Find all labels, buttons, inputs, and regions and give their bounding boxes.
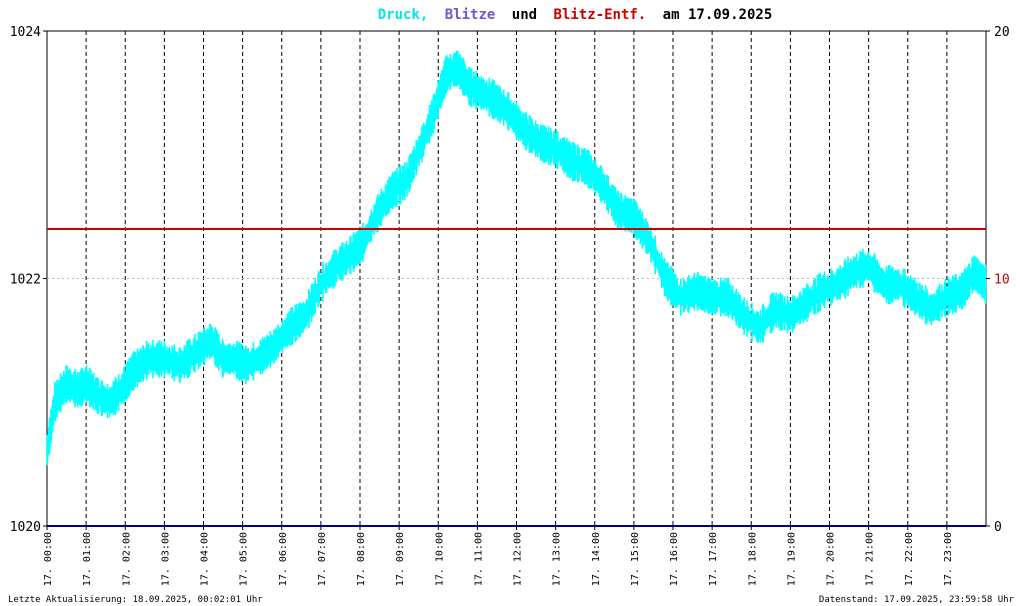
x-axis-tick-label: 17. 16:00 xyxy=(669,532,680,586)
x-axis-tick-label: 17. 10:00 xyxy=(434,532,445,586)
x-axis-tick-label: 17. 23:00 xyxy=(943,532,954,586)
x-axis-tick-label: 17. 14:00 xyxy=(591,532,602,586)
series-noise-druck xyxy=(46,50,987,466)
x-axis-tick-label: 17. 11:00 xyxy=(473,532,484,586)
title-blitz-entf: Blitz-Entf. xyxy=(554,7,647,23)
x-axis-tick-label: 17. 04:00 xyxy=(200,532,211,586)
left-axis-tick-label: 1022 xyxy=(10,273,41,288)
footer-data-status: Datenstand: 17.09.2025, 23:59:58 Uhr xyxy=(819,595,1015,605)
x-axis-tick-label: 17. 09:00 xyxy=(395,532,406,586)
x-axis-tick-label: 17. 03:00 xyxy=(160,532,171,586)
x-axis-tick-label: 17. 02:00 xyxy=(121,532,132,586)
x-axis-tick-label: 17. 08:00 xyxy=(356,532,367,586)
x-axis-tick-label: 17. 17:00 xyxy=(708,532,719,586)
left-axis-tick-label: 1020 xyxy=(10,520,41,535)
left-axis-tick-label: 1024 xyxy=(10,25,41,40)
x-axis-tick-label: 17. 21:00 xyxy=(865,532,876,586)
x-axis: 17. 00:00 17. 01:00 17. 02:00 17. 03:00 17. … xyxy=(43,526,954,586)
title-und: und xyxy=(512,7,537,23)
right-axis-tick-label: 0 xyxy=(994,520,1002,535)
x-axis-tick-label: 17. 15:00 xyxy=(630,532,641,586)
right-axis-tick-label: 10 xyxy=(994,273,1010,288)
left-y-axis: 1020 1022 1024 xyxy=(10,25,47,535)
x-axis-tick-label: 17. 13:00 xyxy=(552,532,563,586)
x-axis-tick-label: 17. 00:00 xyxy=(43,532,54,586)
x-axis-tick-label: 17. 01:00 xyxy=(82,532,93,586)
right-y-axis: 0 10 20 xyxy=(986,25,1010,535)
title-blitze: Blitze xyxy=(445,7,496,23)
x-axis-tick-label: 17. 05:00 xyxy=(239,532,250,586)
title-druck: Druck, xyxy=(378,7,429,23)
x-axis-tick-label: 17. 07:00 xyxy=(317,532,328,586)
x-axis-tick-label: 17. 12:00 xyxy=(513,532,524,586)
x-axis-tick-label: 17. 19:00 xyxy=(786,532,797,586)
x-axis-tick-label: 17. 18:00 xyxy=(747,532,758,586)
x-axis-tick-label: 17. 06:00 xyxy=(278,532,289,586)
x-axis-tick-label: 17. 22:00 xyxy=(904,532,915,586)
series-layer xyxy=(46,50,987,527)
right-axis-tick-label: 20 xyxy=(994,25,1010,40)
x-axis-tick-label: 17. 20:00 xyxy=(826,532,837,586)
title-date: am 17.09.2025 xyxy=(663,7,773,23)
chart-title: Druck, Blitze und Blitz-Entf. am 17.09.2… xyxy=(378,7,773,23)
footer-last-update: Letzte Aktualisierung: 18.09.2025, 00:02… xyxy=(8,595,263,605)
